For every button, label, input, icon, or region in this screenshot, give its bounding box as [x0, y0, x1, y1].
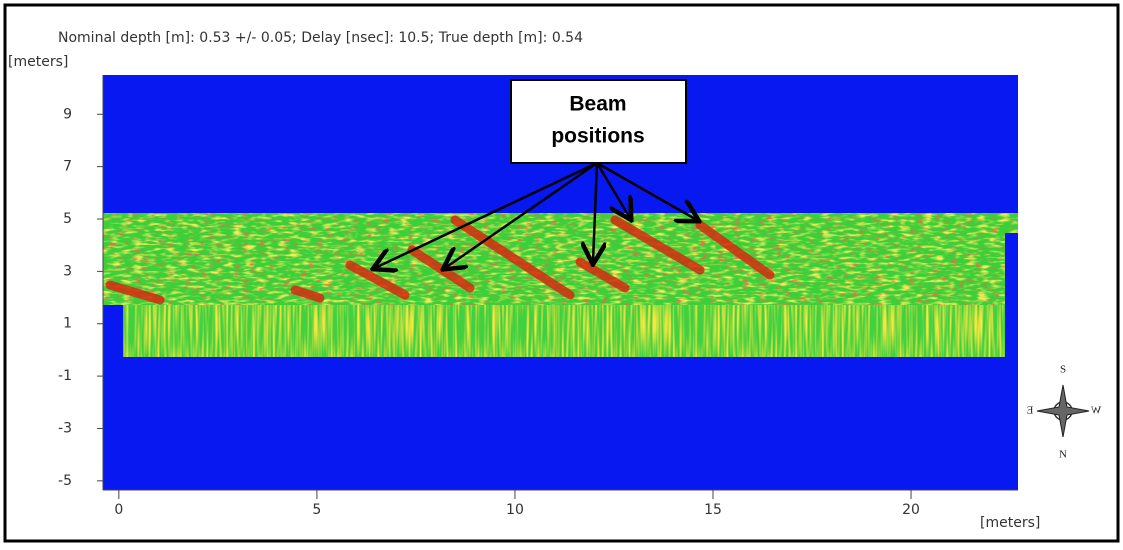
annotation-text: positions: [551, 125, 644, 148]
y-tick-label: 3: [63, 263, 72, 279]
y-tick-label: 5: [63, 211, 72, 227]
compass-label: E: [1026, 405, 1033, 417]
x-tick-label: 15: [704, 502, 722, 518]
x-tick-label: 20: [902, 502, 920, 518]
x-tick-label: 0: [114, 502, 123, 518]
y-tick-label: 7: [63, 159, 72, 175]
annotation: Beam positions: [375, 79, 697, 268]
x-tick-label: 5: [312, 502, 321, 518]
y-axis-label: [meters]: [8, 54, 68, 70]
x-tick-label: 10: [506, 502, 524, 518]
compass-label: N: [1059, 449, 1067, 461]
x-axis-label: [meters]: [980, 515, 1040, 531]
y-tick-label: 1: [63, 316, 72, 332]
y-tick-label: 9: [63, 106, 72, 122]
compass-label: W: [1090, 405, 1101, 417]
y-tick-label: -3: [58, 420, 72, 436]
compass: S E W N: [1024, 357, 1103, 470]
chart-title: Nominal depth [m]: 0.53 +/- 0.05; Delay …: [58, 30, 583, 46]
annotation-text: Beam: [569, 93, 626, 116]
y-tick-label: -5: [58, 473, 72, 489]
y-tick-label: -1: [58, 368, 72, 384]
compass-label: S: [1060, 364, 1066, 376]
